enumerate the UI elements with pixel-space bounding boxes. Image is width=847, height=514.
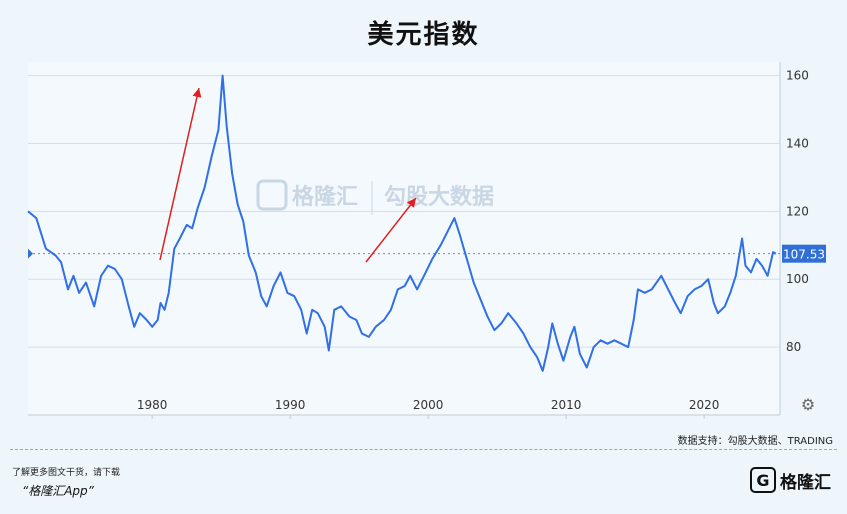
- y-tick-label: 80: [786, 340, 801, 354]
- chart: 80 100 120 140 160 1980 1990 2000 2010 2020 107.53…: [27, 62, 826, 419]
- x-tick-label: 1990: [275, 398, 306, 412]
- brand-logo-icon: G: [750, 467, 776, 493]
- watermark-brand: 格隆汇: [292, 184, 358, 210]
- reference-left-marker: [28, 248, 33, 259]
- brand-logo-name: 格隆汇: [780, 472, 831, 493]
- footer-hint: 了解更多图文干货，请下载: [12, 468, 121, 478]
- footer-divider: [10, 449, 837, 450]
- reference-value-label: 107.53: [783, 248, 825, 262]
- x-tick-label: 2020: [689, 398, 720, 412]
- x-tick-label: 1980: [137, 398, 168, 412]
- brand-logo: G 格隆汇: [750, 466, 831, 494]
- annotation-arrow: [159, 87, 202, 261]
- watermark-logo-icon: [256, 179, 288, 211]
- data-source: 数据支持：勾股大数据、TRADING: [677, 436, 833, 447]
- y-tick-label: 140: [786, 136, 809, 150]
- y-tick-label: 120: [786, 204, 809, 218]
- reference-value-box: [782, 244, 826, 263]
- plot-area: [28, 62, 780, 415]
- annotation-arrow: [365, 197, 417, 263]
- footer-app-name: “格隆汇App”: [22, 484, 94, 498]
- x-tick-label: 2000: [413, 398, 444, 412]
- watermark-data: 勾股大数据: [384, 184, 494, 210]
- chart-title: 美元指数: [367, 20, 480, 50]
- series-line: [27, 74, 777, 372]
- y-tick-label: 100: [786, 272, 809, 286]
- x-tick-label: 2010: [551, 398, 582, 412]
- y-tick-label: 160: [786, 69, 809, 83]
- gear-icon: ⚙: [801, 395, 815, 414]
